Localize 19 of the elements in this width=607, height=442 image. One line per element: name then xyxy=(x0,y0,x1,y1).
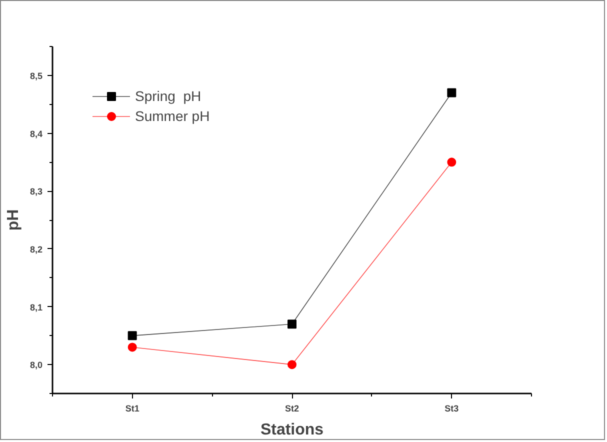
x-tick-label: St3 xyxy=(444,404,459,414)
y-tick-label: 8,4 xyxy=(30,128,43,139)
point xyxy=(128,331,137,340)
point xyxy=(447,158,456,167)
y-tick-label: 8,3 xyxy=(30,186,43,197)
x-axis-title: Stations xyxy=(260,422,324,438)
y-tick-label: 8,5 xyxy=(30,70,43,81)
y-axis-title: pH xyxy=(4,209,22,231)
legend-label: Spring pH xyxy=(135,88,202,104)
point xyxy=(128,342,137,352)
x-tick-label: St1 xyxy=(125,404,140,414)
y-tick-label: 8,1 xyxy=(30,302,43,312)
point xyxy=(288,360,296,370)
point xyxy=(447,88,456,98)
x-tick-label: St2 xyxy=(284,404,300,414)
point xyxy=(288,320,296,329)
y-tick-label: 8,0 xyxy=(30,360,43,370)
legend-label: Summer pH xyxy=(135,108,210,124)
y-tick-label: 8,2 xyxy=(30,244,43,254)
